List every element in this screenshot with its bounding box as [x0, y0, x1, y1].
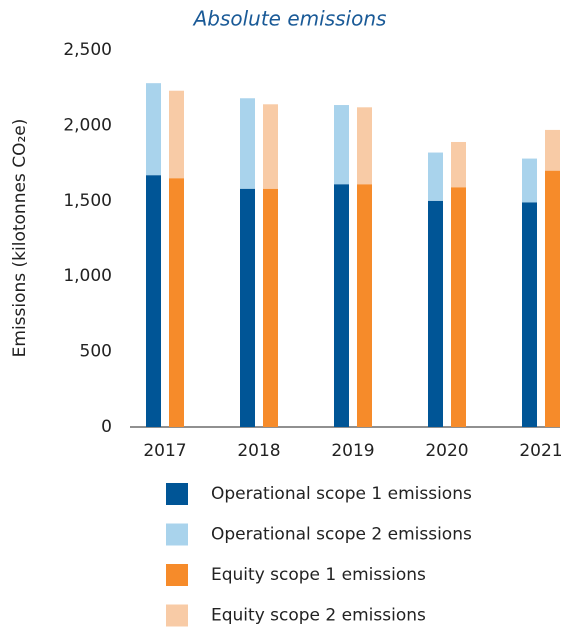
bar: [240, 188, 255, 427]
x-tick-label: 2020: [425, 441, 468, 461]
y-tick-label: 0: [101, 417, 112, 437]
bar: [169, 90, 184, 179]
y-tick-label: 1,500: [63, 191, 112, 211]
x-tick-label: 2017: [143, 441, 186, 461]
legend-text: Operational scope 1 emissions: [211, 484, 472, 504]
y-tick-label: 2,500: [63, 40, 112, 60]
bar: [522, 202, 537, 427]
x-tick-label: 2018: [237, 441, 280, 461]
y-tick-label: 1,000: [63, 266, 112, 286]
bar: [451, 187, 466, 427]
y-tick-label: 2,000: [63, 115, 112, 135]
legend-swatch: [166, 483, 188, 505]
bar: [428, 152, 443, 201]
bar: [169, 178, 184, 427]
x-tick-label: 2021: [519, 441, 562, 461]
bar: [334, 184, 349, 427]
bar: [146, 83, 161, 176]
bar: [240, 98, 255, 189]
bar: [357, 107, 372, 185]
legend-text: Equity scope 2 emissions: [211, 606, 426, 626]
legend-swatch: [166, 523, 188, 546]
bar: [545, 170, 560, 427]
y-tick-label: 500: [80, 342, 112, 362]
bar: [522, 158, 537, 203]
bar: [357, 184, 372, 427]
bar: [451, 141, 466, 188]
legend-swatch: [166, 564, 188, 586]
bar: [334, 105, 349, 185]
legend-text: Operational scope 2 emissions: [211, 525, 472, 545]
chart-title: Absolute emissions: [192, 7, 387, 31]
x-tick-label: 2019: [331, 441, 374, 461]
legend-text: Equity scope 1 emissions: [211, 565, 426, 585]
bar: [545, 129, 560, 171]
bar: [146, 175, 161, 427]
legend-swatch: [166, 604, 188, 627]
bar: [263, 188, 278, 427]
bar: [263, 104, 278, 189]
y-axis-label: Emissions (kilotonnes CO₂e): [10, 119, 30, 358]
bar: [428, 200, 443, 427]
